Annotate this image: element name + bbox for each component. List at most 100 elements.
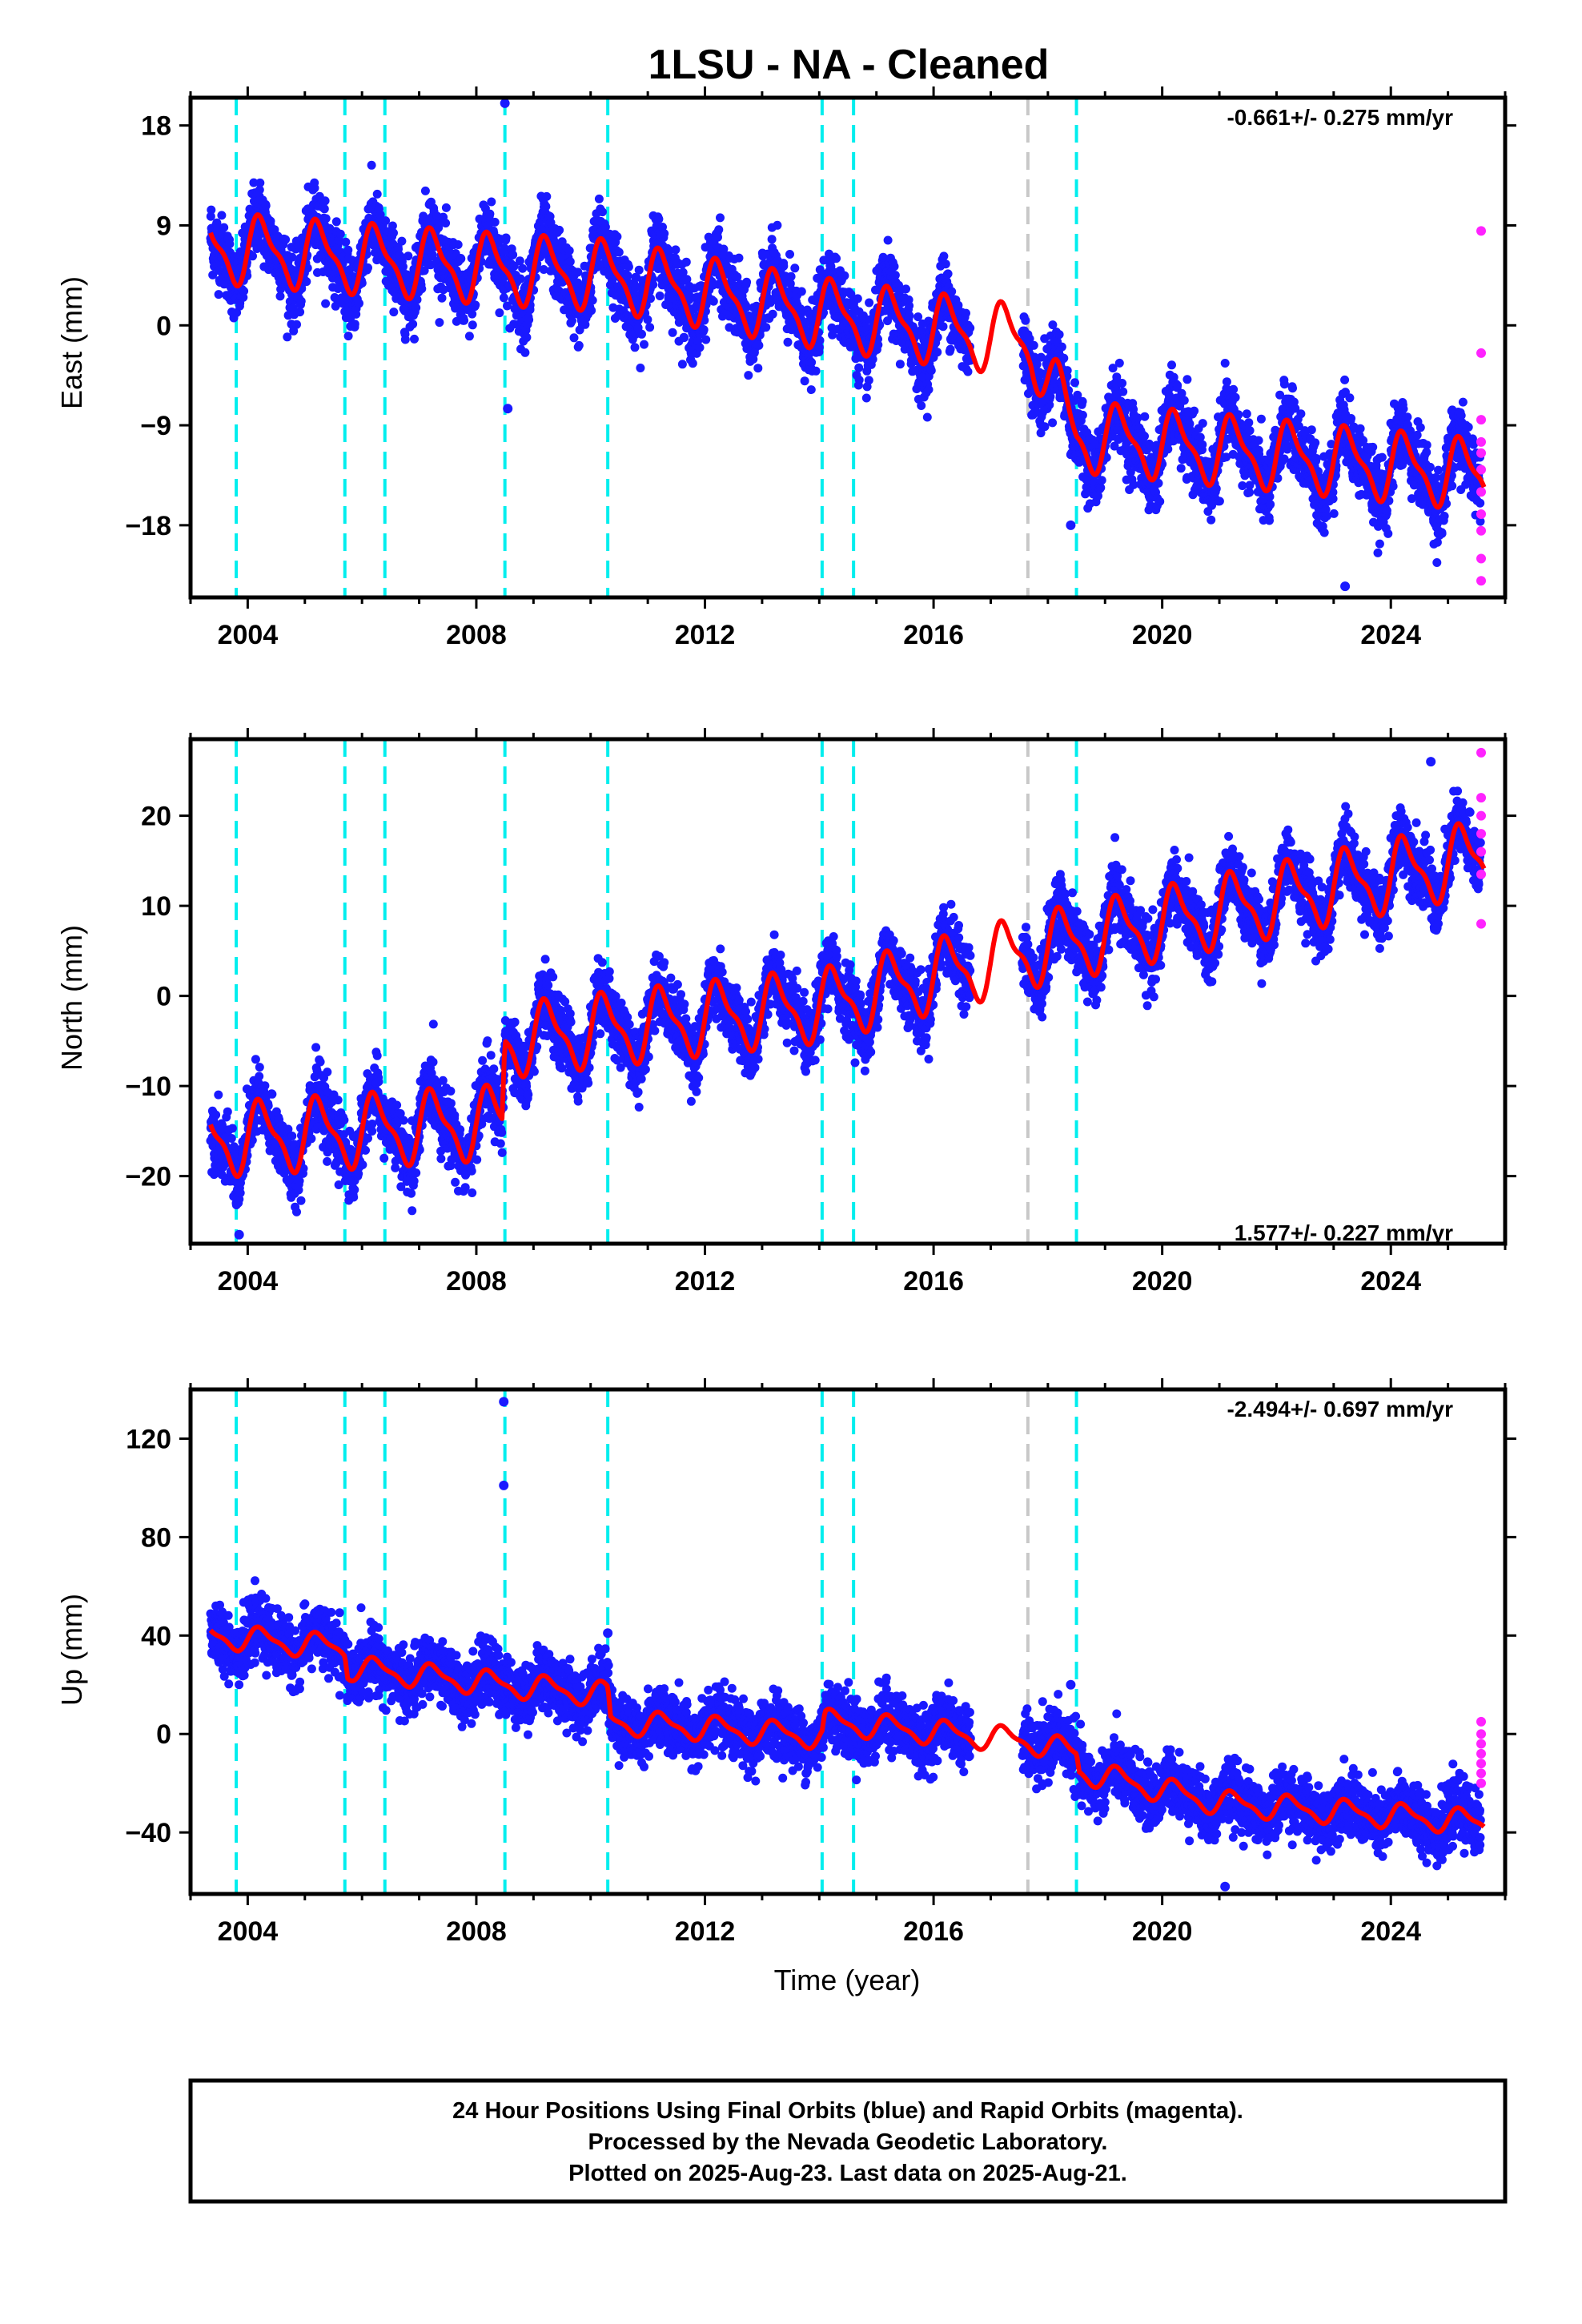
- east-data-point: [895, 360, 905, 369]
- east-data-point: [594, 194, 604, 203]
- east-data-point: [938, 322, 948, 332]
- east-data-point: [966, 324, 975, 333]
- east-data-point: [588, 296, 597, 305]
- east-data-point: [1231, 392, 1240, 402]
- east-data-point: [1256, 414, 1266, 424]
- east-data-point: [1062, 366, 1072, 376]
- east-data-point: [1118, 379, 1127, 388]
- east-data-point: [1182, 375, 1192, 384]
- east-data-point: [453, 240, 463, 249]
- east-data-point: [598, 207, 607, 217]
- east-data-point: [1198, 419, 1207, 428]
- east-data-point: [811, 366, 821, 376]
- east-data-point: [239, 287, 249, 296]
- east-data-point: [1311, 438, 1320, 448]
- east-data-point: [319, 204, 329, 214]
- east-data-point: [883, 235, 893, 245]
- east-data-point: [786, 271, 796, 281]
- east-data-point: [1329, 509, 1339, 518]
- east-data-point: [767, 235, 777, 244]
- east-data-point: [1244, 418, 1254, 428]
- east-data-point: [381, 216, 391, 226]
- east-data-point: [614, 247, 624, 257]
- east-data-point: [335, 229, 345, 239]
- east-data-point: [671, 245, 681, 255]
- east-data-point: [853, 294, 862, 304]
- east-data-point: [1288, 384, 1297, 393]
- east-data-point: [645, 323, 655, 332]
- east-data-point: [744, 371, 753, 380]
- east-data-point: [865, 298, 874, 308]
- east-data-point: [412, 295, 422, 304]
- east-data-point: [754, 340, 764, 350]
- east-data-point: [655, 292, 665, 300]
- east-data-point: [742, 277, 752, 287]
- east-data-point: [321, 214, 331, 223]
- east-data-point: [861, 393, 871, 403]
- east-data-point: [437, 293, 447, 303]
- east-data-point: [1057, 342, 1066, 352]
- east-data-point: [854, 363, 864, 372]
- east-data-point: [302, 277, 311, 287]
- east-data-point: [600, 222, 610, 231]
- east-data-point: [761, 323, 771, 332]
- east-data-point: [1048, 418, 1058, 428]
- east-data-point: [355, 299, 363, 308]
- east-data-point: [520, 348, 530, 357]
- east-data-point: [310, 183, 319, 193]
- east-data-point: [1307, 425, 1316, 435]
- east-data-point: [963, 367, 973, 376]
- east-data-point: [1220, 359, 1230, 368]
- east-data-point: [1215, 497, 1224, 506]
- east-data-point: [335, 236, 344, 245]
- east-data-point: [1054, 330, 1064, 340]
- east-data-point: [261, 201, 271, 211]
- east-data-point: [214, 290, 223, 300]
- east-data-point: [1207, 515, 1216, 525]
- east-data-point: [1118, 387, 1128, 396]
- east-data-point: [1167, 360, 1176, 370]
- east-data-point: [331, 301, 340, 311]
- east-data-point: [1097, 476, 1106, 485]
- east-data-point: [790, 263, 800, 273]
- east-data-point: [363, 263, 372, 272]
- east-data-point: [515, 256, 524, 266]
- east-data-point: [439, 285, 448, 295]
- east-data-point: [412, 303, 421, 312]
- east-data-point: [524, 315, 534, 324]
- east-data-point: [634, 265, 644, 275]
- east-data-point: [640, 340, 648, 349]
- east-data-point: [283, 332, 292, 342]
- east-data-point: [1059, 353, 1069, 363]
- east-data-point: [397, 236, 407, 246]
- east-data-point: [441, 203, 451, 212]
- east-data-point: [889, 262, 899, 271]
- east-data-point: [1265, 492, 1275, 501]
- east-data-point: [779, 261, 789, 271]
- east-data-point: [1319, 528, 1329, 537]
- east-data-point: [648, 280, 658, 289]
- east-data-point: [654, 215, 664, 224]
- east-data-point: [255, 185, 264, 195]
- east-data-point: [806, 385, 816, 395]
- east-data-point: [1040, 422, 1050, 432]
- east-data-point: [468, 309, 477, 319]
- east-data-point: [516, 274, 525, 283]
- east-data-point: [668, 328, 677, 337]
- east-data-point: [372, 189, 382, 199]
- east-data-point: [905, 301, 914, 311]
- east-data-point: [1078, 396, 1087, 406]
- east-data-point: [917, 401, 926, 410]
- east-data-layer: [206, 98, 1487, 597]
- east-data-point: [435, 318, 444, 328]
- east-data-point: [1173, 380, 1182, 390]
- east-data-point: [1254, 436, 1263, 445]
- east-data-point: [854, 376, 864, 384]
- east-data-point: [1234, 410, 1243, 420]
- east-data-point: [408, 320, 418, 329]
- east-data-point: [941, 259, 950, 269]
- east-data-point: [501, 233, 511, 243]
- east-data-point: [343, 332, 353, 341]
- east-data-point: [389, 228, 398, 238]
